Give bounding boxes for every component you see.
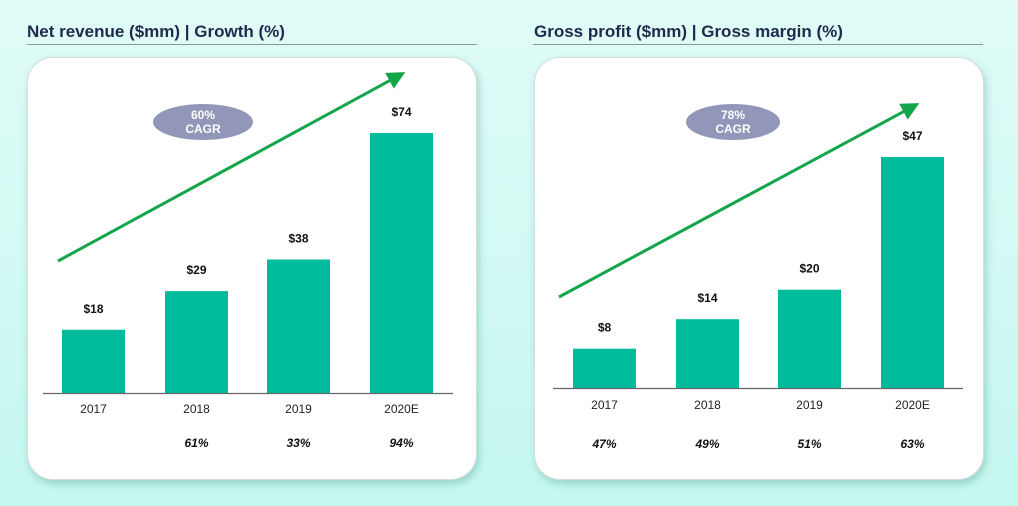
- right-cagr-label: CAGR: [715, 122, 751, 136]
- left-percent-label: 33%: [286, 436, 310, 450]
- left-bar-2018: [165, 291, 228, 393]
- left-x-tick-label: 2018: [183, 402, 210, 416]
- right-value-label: $47: [902, 129, 922, 143]
- left-value-label: $18: [83, 302, 103, 316]
- left-percent-label: 61%: [184, 436, 208, 450]
- left-value-label: $29: [186, 263, 206, 277]
- right-x-tick-label: 2020E: [895, 398, 930, 412]
- left-x-tick-label: 2017: [80, 402, 107, 416]
- right-percent-label: 51%: [797, 437, 821, 451]
- right-bar-2017: [573, 348, 636, 388]
- right-bar-2018: [676, 319, 739, 388]
- right-cagr-value: 78%: [721, 108, 745, 122]
- right-value-label: $20: [799, 262, 819, 276]
- right-x-tick-label: 2017: [591, 398, 618, 412]
- right-growth-arrow-icon: [558, 103, 920, 299]
- left-growth-arrow-icon: [57, 72, 406, 263]
- left-chart-title: Net revenue ($mm) | Growth (%): [27, 22, 285, 41]
- right-x-tick-label: 2018: [694, 398, 721, 412]
- right-cagr-badge: [686, 104, 780, 140]
- right-percent-label: 47%: [591, 437, 616, 451]
- right-x-tick-label: 2019: [796, 398, 823, 412]
- left-bar-2020E: [370, 133, 433, 393]
- right-chart-title: Gross profit ($mm) | Gross margin (%): [534, 22, 843, 41]
- left-cagr-value: 60%: [191, 108, 215, 122]
- right-bar-2019: [778, 289, 841, 388]
- left-x-tick-label: 2019: [285, 402, 312, 416]
- right-percent-label: 49%: [694, 437, 719, 451]
- right-bar-2020E: [881, 157, 944, 388]
- left-cagr-badge: [153, 104, 253, 140]
- right-value-label: $14: [697, 291, 717, 305]
- left-bar-2017: [62, 329, 125, 393]
- left-percent-label: 94%: [389, 436, 413, 450]
- left-x-tick-label: 2020E: [384, 402, 419, 416]
- right-value-label: $8: [598, 321, 612, 335]
- left-value-label: $38: [288, 231, 308, 245]
- right-title-underline: [533, 44, 983, 45]
- left-bar-2019: [267, 259, 330, 393]
- right-percent-label: 63%: [900, 437, 924, 451]
- left-title-underline: [27, 44, 477, 45]
- left-value-label: $74: [391, 105, 411, 119]
- left-cagr-label: CAGR: [185, 122, 221, 136]
